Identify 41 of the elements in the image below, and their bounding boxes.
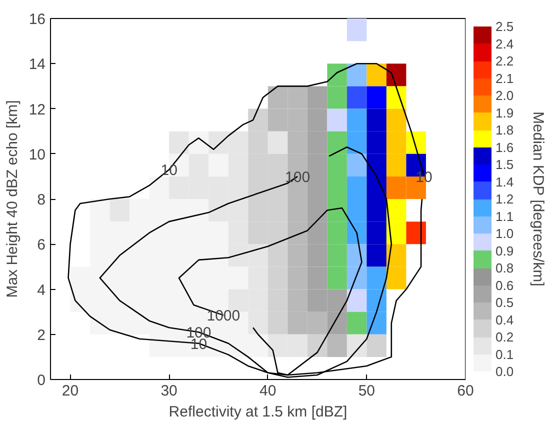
- color-bar-label: 2.5: [496, 19, 514, 34]
- x-tick-label: 60: [457, 382, 474, 400]
- y-axis-title: Max Height 40 dBZ echo [km]: [4, 100, 21, 298]
- annotation: 10: [416, 168, 432, 186]
- color-bar-label: 1.9: [496, 105, 514, 120]
- x-tick-label: 30: [160, 382, 178, 400]
- color-bar-label: 0.0: [496, 364, 514, 379]
- x-tick-label: 20: [62, 382, 79, 400]
- y-tick-label: 12: [28, 101, 46, 118]
- color-bar-label: 1.1: [496, 208, 514, 224]
- color-bar-label: 0.5: [496, 295, 514, 310]
- color-bar-title: Median KDP [degrees/km]: [530, 111, 546, 286]
- y-tick-label: 16: [28, 11, 46, 28]
- color-bar-label: 1.2: [496, 192, 514, 206]
- color-bar-label: 0.6: [496, 278, 514, 293]
- color-bar-label: 2.2: [496, 54, 514, 68]
- annotation: 1000: [206, 308, 240, 325]
- y-tick-label: 4: [37, 282, 46, 299]
- color-bar-label: 1.6: [496, 140, 514, 155]
- color-bar-label: 2.0: [496, 88, 514, 103]
- color-bar-label: 1.0: [496, 226, 514, 241]
- color-bar-label: 2.1: [496, 70, 514, 86]
- x-axis-title: Reflectivity at 1.5 km [dBZ]: [168, 404, 348, 420]
- color-bar-label: 0.1: [496, 346, 514, 362]
- annotation: 100: [285, 168, 310, 186]
- color-bar-label: 1.4: [496, 174, 514, 190]
- x-tick-label: 50: [358, 382, 376, 400]
- x-tick-label: 40: [260, 382, 276, 400]
- color-bar-label: 0.4: [496, 312, 514, 328]
- y-tick-label: 10: [28, 146, 46, 164]
- color-bar-label: 2.4: [496, 36, 514, 52]
- color-bar-label: 0.8: [496, 260, 514, 276]
- color-bar-label: 1.8: [496, 122, 514, 138]
- color-bar-label: 0.9: [496, 243, 514, 258]
- color-bar-label: 1.5: [496, 157, 514, 172]
- color-bar-label: 0.2: [496, 330, 514, 344]
- y-tick-label: 6: [37, 236, 46, 254]
- y-tick-label: 8: [37, 192, 46, 208]
- y-tick-label: 0: [37, 372, 46, 389]
- y-tick-label: 14: [28, 56, 46, 74]
- y-tick-label: 2: [37, 326, 46, 344]
